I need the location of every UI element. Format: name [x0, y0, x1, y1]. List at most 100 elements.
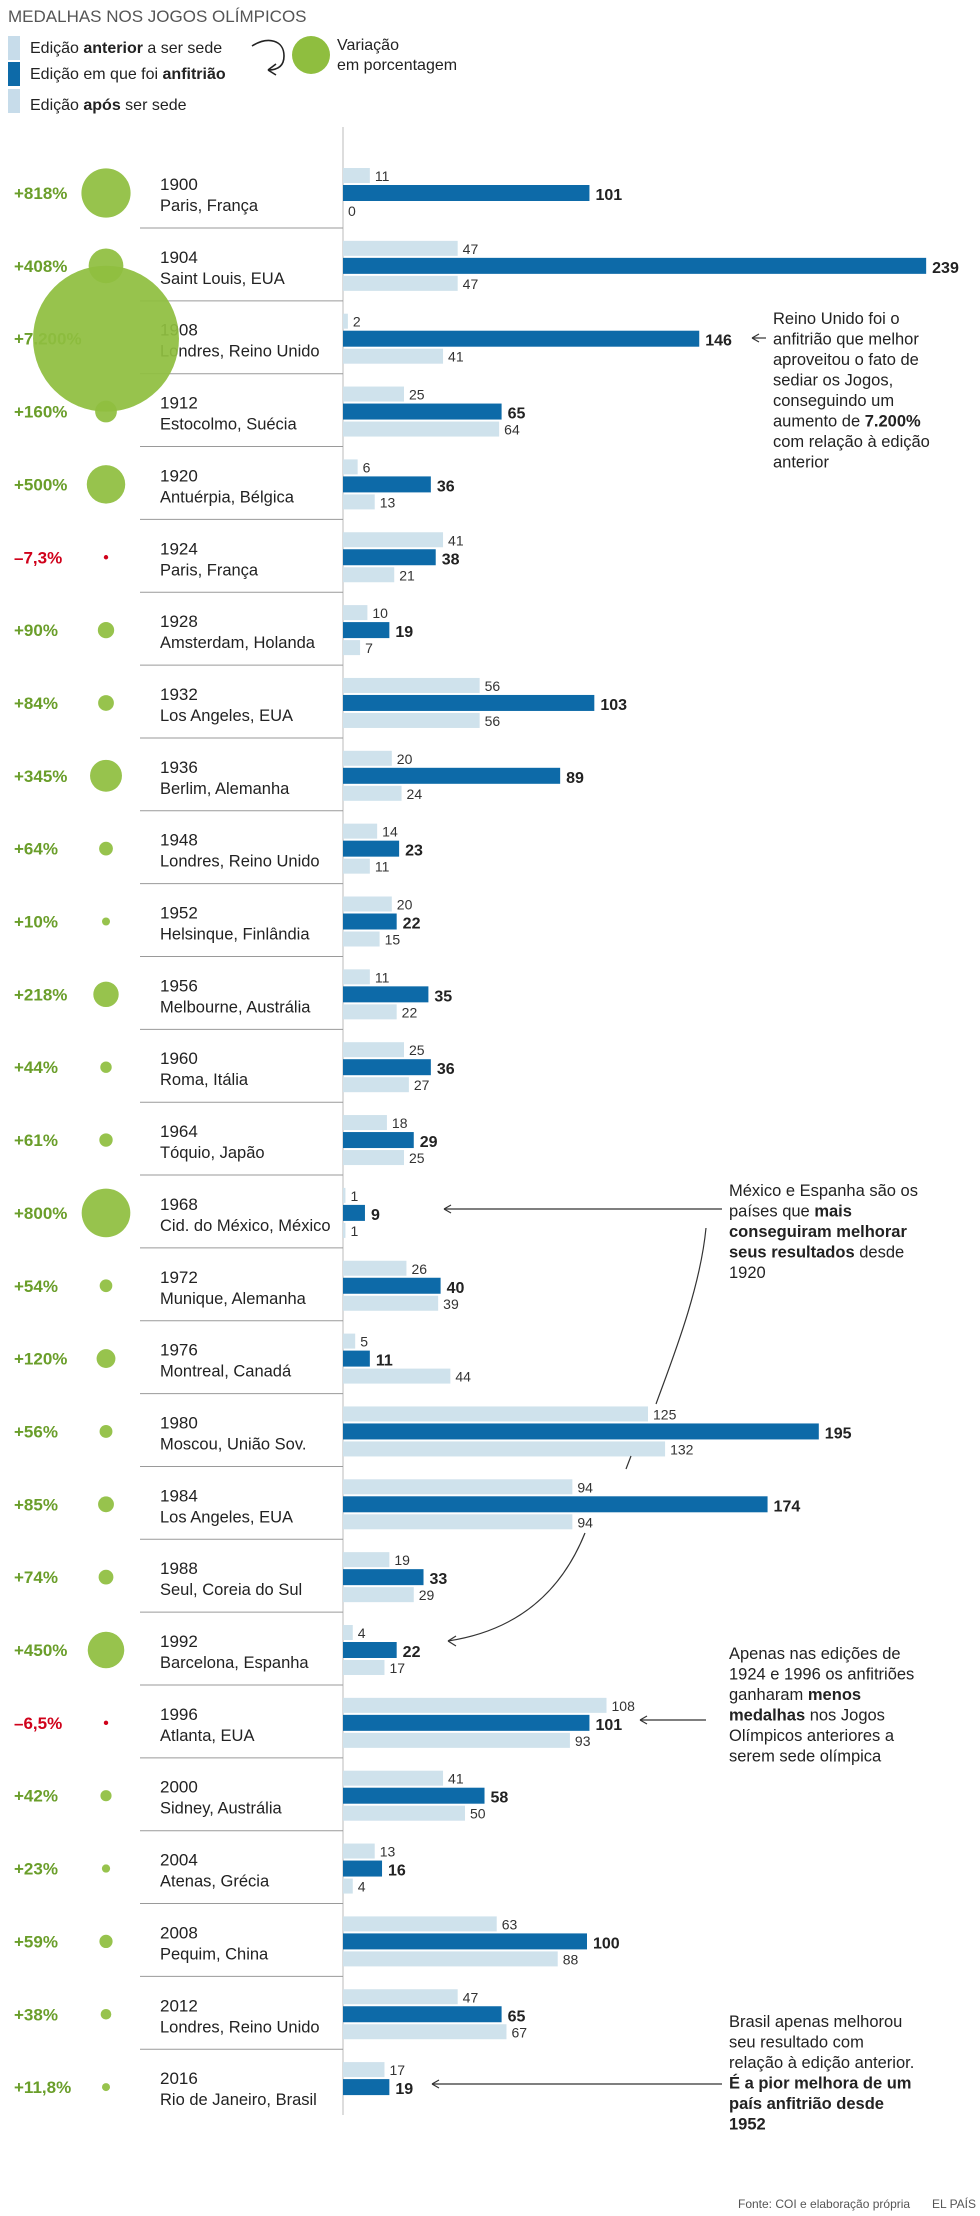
variation-label: +408%	[14, 257, 67, 276]
annotation-line: Apenas nas edições de	[729, 1645, 901, 1663]
bar-after	[343, 348, 444, 364]
value-after: 47	[463, 276, 479, 292]
value-before: 19	[394, 1552, 410, 1568]
variation-circle-2004	[101, 1864, 111, 1873]
place-label: Estocolmo, Suécia	[160, 416, 297, 434]
value-host: 65	[508, 406, 526, 423]
year-label: 1984	[160, 1486, 198, 1505]
year-label: 1932	[160, 685, 198, 704]
value-after: 22	[402, 1004, 418, 1020]
value-host: 40	[447, 1280, 465, 1297]
value-before: 11	[375, 168, 390, 184]
bar-after	[343, 1441, 666, 1457]
bar-after	[343, 640, 361, 656]
year-label: 1960	[160, 1049, 198, 1068]
bar-before	[343, 1333, 356, 1349]
variation-label: +800%	[14, 1204, 67, 1223]
place-label: Paris, França	[160, 561, 259, 579]
place-label: Atenas, Grécia	[160, 1873, 270, 1891]
value-after: 17	[389, 1660, 405, 1676]
bar-after	[343, 1587, 414, 1603]
annotation-line: 1952	[729, 2116, 766, 2134]
row-2000: +42% 2000 Sidney, Austrália 41 58 50	[14, 1770, 508, 1832]
value-after: 56	[485, 713, 501, 729]
place-label: Helsinque, Finlândia	[160, 926, 310, 944]
value-after: 44	[455, 1369, 471, 1385]
annotation-line: serem sede olímpica	[729, 1748, 882, 1766]
place-label: Tóquio, Japão	[160, 1144, 265, 1162]
annotation-arrowhead-1992	[447, 1635, 457, 1647]
value-after: 13	[380, 494, 396, 510]
value-host: 174	[774, 1498, 801, 1515]
bar-after	[343, 567, 395, 583]
row-1968: +800% 1968 Cid. do México, México 191	[14, 1187, 380, 1249]
value-before: 13	[380, 1844, 396, 1860]
legend-label-host: Edição em que foi anfitrião	[30, 66, 226, 83]
year-label: 2008	[160, 1923, 198, 1942]
variation-label: +120%	[14, 1350, 67, 1369]
value-host: 36	[437, 1061, 455, 1078]
year-label: 1924	[160, 539, 198, 558]
bar-host	[343, 1787, 485, 1804]
bar-before	[343, 823, 378, 839]
bar-host	[343, 986, 429, 1003]
value-after: 11	[375, 859, 390, 875]
variation-circle-1992	[87, 1631, 125, 1669]
year-label: 1996	[160, 1705, 198, 1724]
place-label: Seul, Coreia do Sul	[160, 1581, 302, 1599]
place-label: Melbourne, Austrália	[160, 998, 311, 1016]
annotation-line: com relação à edição	[773, 433, 930, 451]
bar-host	[343, 185, 590, 201]
variation-circle-1912	[95, 400, 117, 423]
annotation-1908: Reino Unido foi o anfitrião que melhor apr…	[773, 310, 930, 472]
value-host: 100	[593, 1935, 620, 1952]
variation-label: +160%	[14, 403, 67, 422]
value-host: 101	[595, 1717, 622, 1734]
value-after: 7	[365, 640, 373, 656]
bar-before	[343, 1625, 353, 1640]
value-before: 25	[409, 387, 425, 403]
legend-variation-line1: Variação	[337, 37, 399, 54]
value-before: 11	[375, 969, 390, 985]
year-label: 1964	[160, 1122, 198, 1141]
row-1976: +120% 1976 Montreal, Canadá 5 11 44	[14, 1333, 471, 1395]
bar-host	[343, 1423, 819, 1440]
bar-before	[343, 386, 404, 402]
bar-after	[343, 712, 480, 728]
bar-host	[343, 403, 502, 420]
bar-host	[343, 1642, 397, 1658]
bar-before	[343, 1552, 390, 1568]
value-after: 67	[511, 2024, 527, 2040]
value-before: 17	[389, 2062, 405, 2078]
value-after: 50	[470, 1806, 486, 1822]
credit-label: EL PAÍS	[932, 2196, 976, 2211]
place-label: Atlanta, EUA	[160, 1727, 254, 1745]
annotation-line: país anfitrião desde	[729, 2095, 884, 2113]
variation-circle-1960	[100, 1061, 112, 1073]
bar-after	[343, 931, 380, 947]
legend-swatch-before	[8, 36, 20, 60]
value-after: 1	[350, 1223, 358, 1239]
legend-swatch-after	[8, 89, 20, 113]
annotations-layer: Reino Unido foi o anfitrião que melhor apr…	[729, 310, 930, 2134]
place-label: Moscou, União Sov.	[160, 1435, 306, 1453]
variation-label: +90%	[14, 621, 58, 640]
bar-host	[343, 840, 400, 857]
variation-circle-2012	[100, 2008, 112, 2020]
place-label: Londres, Reino Unido	[160, 2018, 320, 2036]
value-after: 94	[577, 1514, 593, 1530]
bar-after	[343, 785, 402, 801]
place-label: Montreal, Canadá	[160, 1363, 292, 1381]
annotation-line: relação à edição anterior.	[729, 2054, 914, 2072]
annotation-line: 1924 e 1996 os anfitriões	[729, 1666, 914, 1684]
annotation-1968: México e Espanha são os países que mais co…	[729, 1182, 918, 1282]
annotation-line: aproveitou o fato de	[773, 351, 919, 369]
variation-circle-1932	[98, 695, 114, 711]
value-host: 65	[508, 2008, 526, 2025]
value-host: 19	[395, 2081, 413, 2098]
bar-host	[343, 913, 397, 930]
place-label: Antuérpia, Bélgica	[160, 488, 295, 506]
bar-host	[343, 1496, 768, 1513]
